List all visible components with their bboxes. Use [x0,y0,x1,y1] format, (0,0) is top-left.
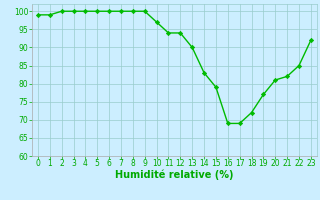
X-axis label: Humidité relative (%): Humidité relative (%) [115,170,234,180]
